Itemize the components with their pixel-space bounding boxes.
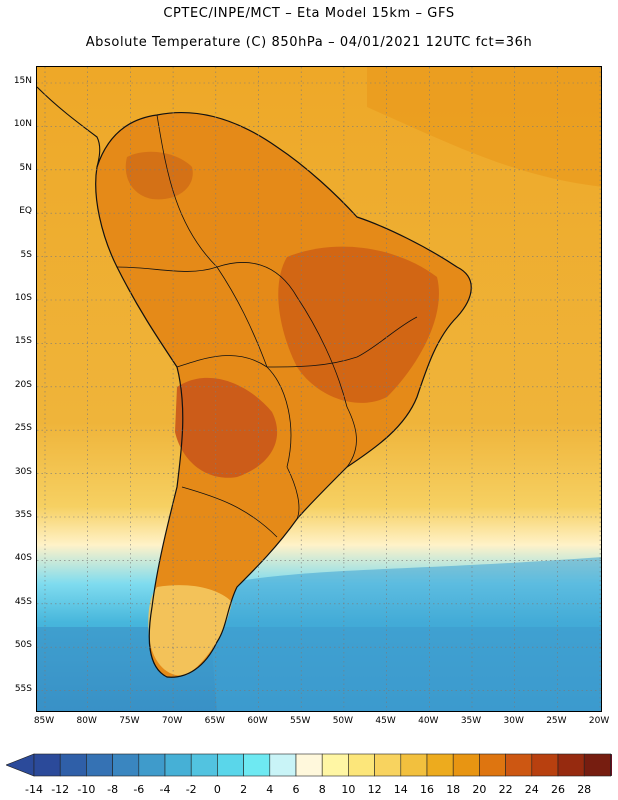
colorbar-segment — [426, 753, 454, 777]
lat-label: 30S — [14, 466, 32, 477]
colorbar-label: -14 — [25, 783, 43, 796]
colorbar-segment — [33, 753, 61, 777]
colorbar-label: -10 — [77, 783, 96, 796]
colorbar-label: -2 — [185, 783, 197, 796]
colorbar-segment — [164, 753, 192, 777]
lon-label: 30W — [503, 716, 524, 726]
lat-label: EQ — [19, 206, 32, 217]
colorbar-segment — [479, 753, 506, 777]
lat-label: 35S — [14, 510, 32, 520]
colorbar-label: 10 — [341, 783, 356, 796]
lon-label: 65W — [204, 716, 225, 726]
lat-label: 50S — [14, 640, 32, 651]
lat-label: 15N — [13, 76, 32, 86]
lon-label: 75W — [119, 716, 140, 726]
lon-label: 40W — [418, 716, 439, 726]
colorbar-label: 18 — [446, 783, 461, 796]
colorbar-high-arrow — [610, 753, 612, 777]
lon-label: 25W — [546, 716, 567, 726]
colorbar-segment — [86, 753, 113, 777]
lat-label: 25S — [14, 423, 32, 434]
lat-label: 15S — [14, 336, 32, 347]
warm-band-northeast — [367, 67, 601, 187]
colorbar-segment — [531, 753, 559, 777]
colorbar-segment — [400, 753, 428, 777]
colorbar-segment — [269, 753, 297, 777]
colorbar-label: 22 — [498, 783, 513, 796]
colorbar-label: 6 — [292, 783, 300, 796]
colorbar-label: 20 — [472, 783, 487, 796]
lat-label: 20S — [14, 379, 32, 390]
hot-core-chaco — [175, 377, 278, 478]
colorbar-label: -8 — [107, 783, 119, 796]
colorbar-segment — [217, 753, 244, 777]
chart-title-line1: CPTEC/INPE/MCT – Eta Model 15km – GFS — [163, 6, 455, 21]
colorbar-label: -4 — [159, 783, 171, 796]
lat-label: 5N — [19, 162, 32, 173]
colorbar-label: 2 — [240, 783, 248, 796]
lon-label: 45W — [375, 716, 396, 726]
colorbar-segment — [583, 753, 611, 777]
lon-label: 70W — [161, 716, 183, 726]
colorbar-segment — [348, 753, 375, 777]
colorbar-segment — [112, 753, 140, 777]
colorbar-label: 16 — [420, 783, 434, 796]
colorbar-label: 28 — [577, 783, 592, 796]
colorbar-segment — [138, 753, 166, 777]
lon-label: 85W — [33, 716, 55, 726]
patagonia-cool — [148, 585, 232, 676]
colorbar-label: 4 — [266, 783, 274, 796]
lon-label: 80W — [76, 716, 97, 726]
country-borders — [116, 114, 418, 538]
colorbar-label: 26 — [551, 783, 565, 796]
colorbar-label: 24 — [524, 783, 539, 796]
hot-core-brazil — [278, 246, 439, 403]
colorbar-segment — [557, 753, 585, 777]
chart-title-line2: Absolute Temperature (C) 850hPa – 04/01/… — [85, 35, 533, 50]
lat-label: 5S — [20, 249, 32, 260]
colorbar-label: -6 — [133, 783, 145, 796]
hot-core-north — [125, 151, 193, 200]
lat-label: 45S — [14, 596, 32, 607]
colorbar-segment — [59, 753, 87, 777]
lon-label: 60W — [247, 716, 268, 726]
colorbar-segment — [321, 753, 349, 777]
colorbar-segment — [505, 753, 533, 777]
colorbar-label: 0 — [213, 783, 221, 796]
colorbar-label: 14 — [393, 783, 408, 796]
colorbar-segment — [243, 753, 271, 777]
lon-label: 50W — [332, 716, 354, 726]
lat-label: 40S — [14, 553, 32, 564]
cold-tongue-east — [207, 557, 601, 711]
colorbar-label: 12 — [367, 783, 382, 796]
lon-label: 35W — [460, 716, 482, 726]
colorbar-label: 8 — [318, 783, 326, 796]
map-panel — [36, 66, 602, 712]
lat-label: 55S — [14, 683, 32, 694]
colorbar-low-arrow — [6, 753, 35, 777]
lat-label: 10N — [13, 119, 32, 130]
colorbar-segment — [452, 753, 480, 777]
central-america-coast — [37, 86, 101, 168]
colorbar-segment — [374, 753, 402, 777]
colorbar-label: -12 — [51, 783, 70, 796]
temperature-map — [37, 67, 601, 711]
lon-label: 20W — [588, 716, 610, 726]
lon-label: 55W — [290, 716, 311, 726]
lat-label: 10S — [14, 293, 32, 303]
colorbar-segment — [190, 753, 218, 777]
colorbar — [6, 753, 612, 777]
colorbar-segment — [295, 753, 323, 777]
